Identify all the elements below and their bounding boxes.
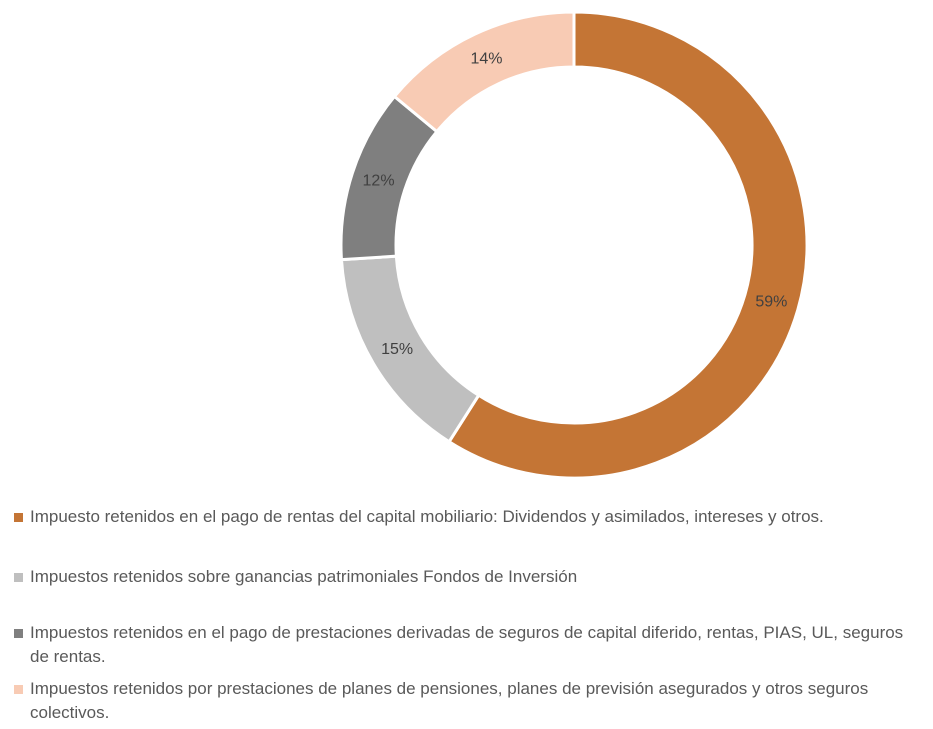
legend-label: Impuestos retenidos sobre ganancias patr… [30, 567, 578, 586]
data-label: 14% [470, 50, 502, 67]
legend-swatch [14, 513, 23, 522]
legend-swatch [14, 573, 23, 582]
data-label: 12% [363, 173, 395, 190]
legend-swatch [14, 685, 23, 694]
data-label: 15% [381, 341, 413, 358]
data-label: 59% [755, 294, 787, 311]
legend-label: Impuestos retenidos en el pago de presta… [30, 623, 904, 666]
donut-segment [392, 10, 576, 134]
legend-label: Impuesto retenidos en el pago de rentas … [30, 507, 824, 526]
chart: 59% 15% 12% 14% [339, 10, 809, 480]
legend-swatch [14, 629, 23, 638]
donut-segment [447, 10, 809, 480]
legend-label: Impuestos retenidos por prestaciones de … [30, 679, 869, 722]
